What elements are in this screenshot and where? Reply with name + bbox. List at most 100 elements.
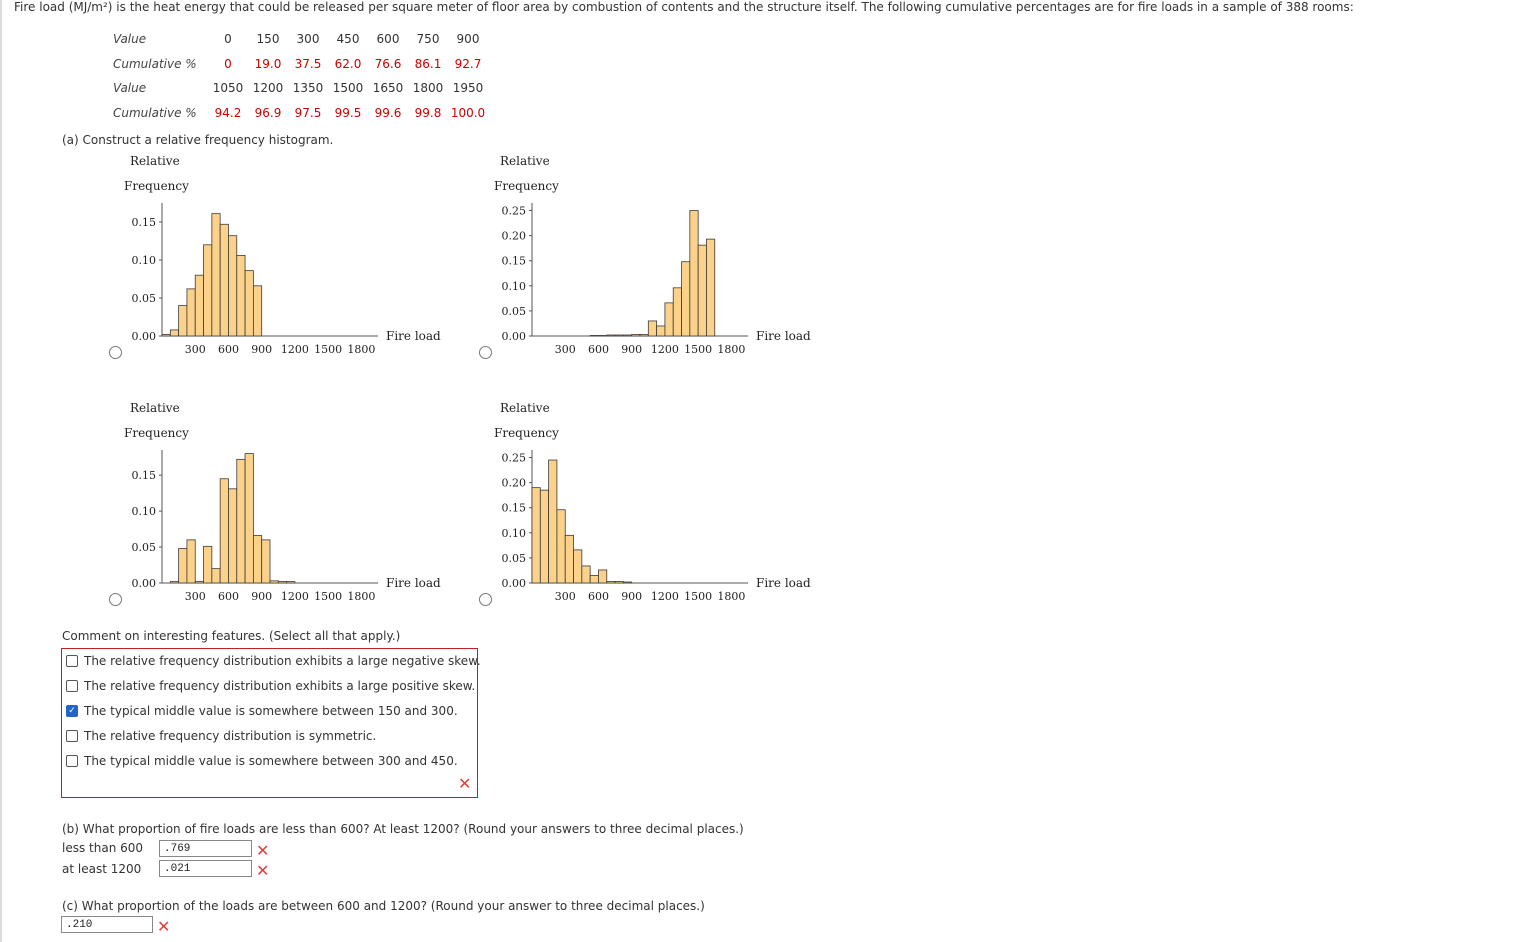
histogram-option-b: Relative Frequency 0.00 0.05 0.10 0.15 0.20 0.2… bbox=[494, 154, 811, 356]
y-axis-label: Frequency bbox=[124, 179, 189, 193]
x-tick-label: 1500 bbox=[314, 343, 342, 356]
histogram-bar bbox=[252, 285, 263, 337]
checkmark-icon[interactable]: ✓ bbox=[66, 705, 78, 717]
x-axis-label: Fire load bbox=[756, 576, 811, 590]
checkbox[interactable] bbox=[66, 680, 78, 692]
comment-options-box: The relative frequency distribution exhi… bbox=[61, 648, 481, 798]
histogram-bar bbox=[606, 334, 616, 337]
y-axis-label: Relative bbox=[500, 401, 550, 415]
histogram-bar bbox=[236, 458, 246, 584]
histogram-bar bbox=[194, 274, 204, 337]
y-tick-label: 0.15 bbox=[502, 255, 527, 268]
histogram-bar bbox=[622, 581, 633, 584]
histogram-bar bbox=[203, 244, 213, 337]
y-tick-label: 0.05 bbox=[502, 305, 527, 318]
y-axis-label: Relative bbox=[500, 154, 550, 168]
radio-option-a[interactable] bbox=[109, 346, 122, 359]
table-cell: 100.0 bbox=[450, 105, 486, 120]
histogram-bar bbox=[639, 334, 649, 337]
histogram-bar bbox=[244, 453, 254, 584]
y-axis-label: Relative bbox=[130, 401, 180, 415]
table-cell: 99.8 bbox=[414, 105, 442, 120]
histogram-bar bbox=[269, 580, 279, 584]
histogram-bar bbox=[656, 325, 666, 337]
x-tick-label: 300 bbox=[555, 590, 576, 603]
histogram-bar bbox=[589, 575, 599, 584]
table-cell: 1950 bbox=[452, 81, 484, 96]
histogram-bar bbox=[539, 489, 550, 584]
comment-option[interactable]: The typical middle value is somewhere be… bbox=[66, 754, 458, 768]
between-600-1200-input[interactable]: .210 bbox=[61, 916, 153, 933]
x-tick-label: 300 bbox=[185, 590, 206, 603]
x-tick-label: 900 bbox=[251, 343, 272, 356]
histogram-bar bbox=[614, 581, 624, 584]
table-cell: 1350 bbox=[292, 81, 324, 96]
histogram-bar bbox=[236, 255, 246, 337]
histogram-bar bbox=[573, 549, 583, 584]
x-tick-label: 600 bbox=[218, 590, 239, 603]
table-row: Value 0 150 300 450 600 750 900 bbox=[113, 27, 488, 52]
histogram-bar bbox=[186, 539, 196, 584]
x-tick-label: 900 bbox=[621, 590, 642, 603]
histogram-bar bbox=[614, 334, 624, 337]
row-label: Cumulative % bbox=[113, 105, 197, 120]
y-tick-label: 0.05 bbox=[502, 552, 527, 565]
radio-option-c[interactable] bbox=[109, 593, 122, 606]
x-tick-label: 1200 bbox=[281, 590, 309, 603]
histogram-bar bbox=[161, 334, 171, 337]
histogram-bar bbox=[261, 539, 271, 584]
x-mark-icon: ✕ bbox=[256, 841, 270, 860]
table-cell: 97.5 bbox=[294, 105, 322, 120]
table-cell: 92.7 bbox=[454, 56, 482, 71]
radio-option-b[interactable] bbox=[479, 346, 492, 359]
histogram-bar bbox=[672, 287, 682, 337]
y-tick-label: 0.20 bbox=[502, 477, 527, 490]
cumulative-table: Value 0 150 300 450 600 750 900 Cumulati… bbox=[113, 27, 488, 125]
comment-option[interactable]: The relative frequency distribution exhi… bbox=[66, 654, 481, 668]
part-a-prompt: (a) Construct a relative frequency histo… bbox=[62, 133, 334, 147]
table-cell: 1200 bbox=[252, 81, 284, 96]
table-cell: 99.5 bbox=[334, 105, 362, 120]
x-tick-label: 300 bbox=[185, 343, 206, 356]
x-tick-label: 1800 bbox=[717, 590, 745, 603]
table-cell: 19.0 bbox=[254, 56, 282, 71]
histogram-bar bbox=[598, 569, 608, 584]
histogram-bar bbox=[219, 223, 229, 337]
histogram-bar bbox=[598, 335, 608, 337]
checkbox[interactable] bbox=[66, 730, 78, 742]
radio-option-d[interactable] bbox=[479, 593, 492, 606]
comment-option[interactable]: The relative frequency distribution exhi… bbox=[66, 679, 475, 693]
y-tick-label: 0.05 bbox=[132, 541, 157, 554]
x-tick-label: 600 bbox=[218, 343, 239, 356]
at-least-1200-input[interactable]: .021 bbox=[159, 860, 252, 877]
table-cell: 62.0 bbox=[334, 56, 362, 71]
histogram-bar bbox=[581, 565, 591, 584]
table-cell: 37.5 bbox=[294, 56, 322, 71]
table-cell: 0 bbox=[224, 32, 232, 47]
checkbox[interactable] bbox=[66, 655, 78, 667]
y-tick-label: 0.25 bbox=[502, 205, 527, 218]
table-cell: 1500 bbox=[332, 81, 364, 96]
x-tick-label: 1500 bbox=[314, 590, 342, 603]
y-tick-label: 0.10 bbox=[502, 527, 527, 540]
table-cell: 750 bbox=[416, 32, 440, 47]
y-tick-label: 0.25 bbox=[502, 452, 527, 465]
x-tick-label: 1200 bbox=[651, 343, 679, 356]
x-tick-label: 1200 bbox=[281, 343, 309, 356]
histogram-bar bbox=[548, 459, 558, 584]
histogram-bar bbox=[277, 581, 288, 584]
y-tick-label: 0.00 bbox=[502, 330, 527, 343]
comment-option[interactable]: The relative frequency distribution is s… bbox=[66, 729, 376, 743]
y-tick-label: 0.15 bbox=[502, 502, 527, 515]
histogram-bar bbox=[631, 334, 641, 337]
x-mark-icon: ✕ bbox=[458, 774, 472, 793]
table-cell: 450 bbox=[336, 32, 360, 47]
option-label: The relative frequency distribution exhi… bbox=[84, 654, 481, 668]
histogram-bar bbox=[169, 581, 180, 584]
comment-option[interactable]: ✓ The typical middle value is somewhere … bbox=[66, 704, 458, 718]
checkbox[interactable] bbox=[66, 755, 78, 767]
less-than-600-input[interactable]: .769 bbox=[159, 840, 252, 857]
at-least-label: at least 1200 bbox=[62, 862, 142, 876]
x-tick-label: 900 bbox=[251, 590, 272, 603]
histogram-bar bbox=[211, 213, 221, 337]
